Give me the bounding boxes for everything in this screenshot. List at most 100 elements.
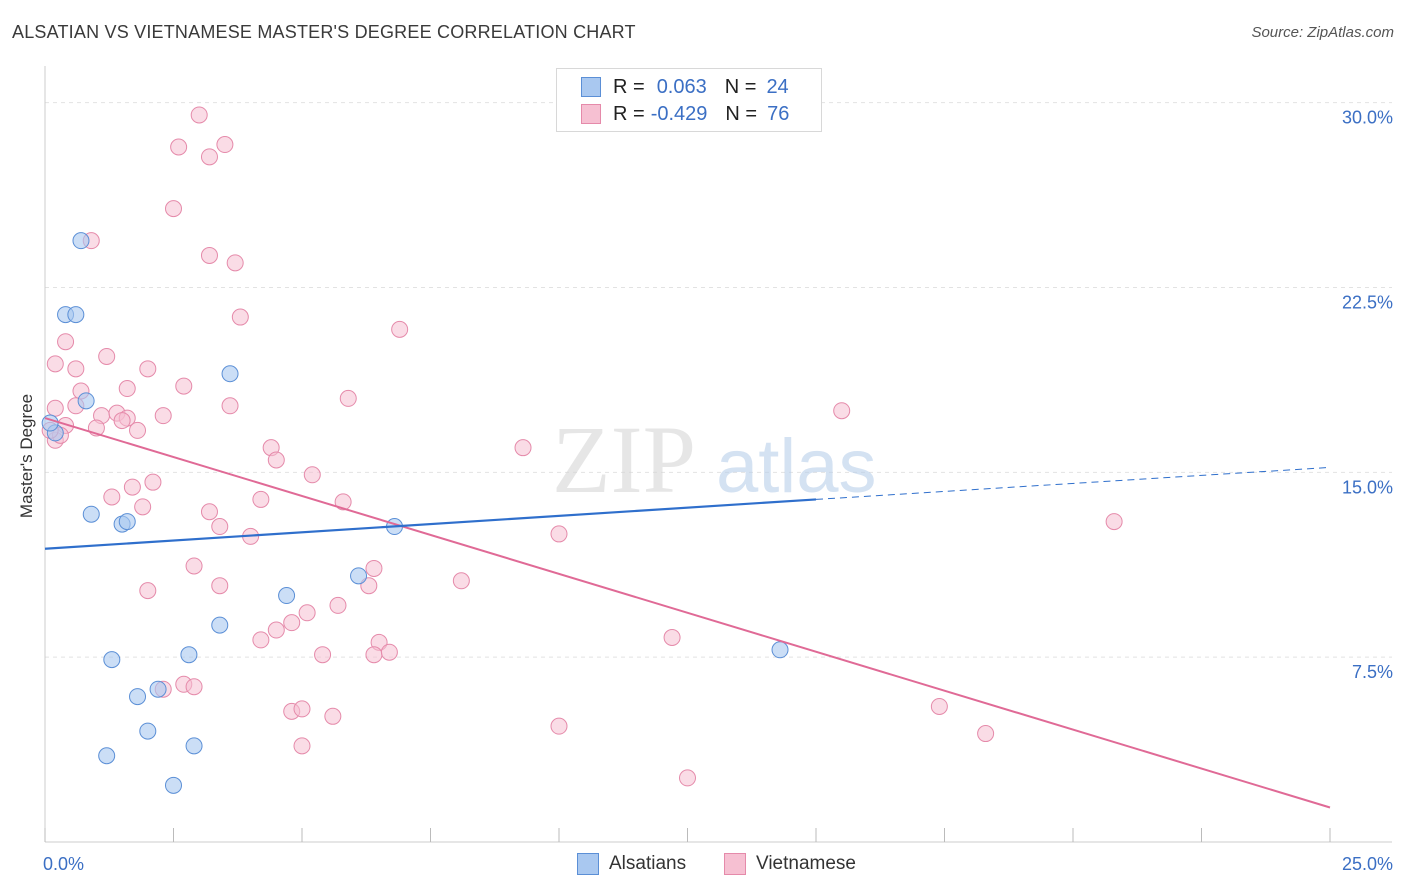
- alsatians-r-value: 0.063: [656, 75, 707, 98]
- alsatian-point: [77, 392, 95, 410]
- vietnamese-point: [190, 106, 208, 124]
- correlation-legend: R = 0.063 N = 24 R = -0.429 N = 76: [556, 68, 822, 132]
- alsatian-point: [278, 587, 296, 605]
- alsatian-point: [103, 651, 121, 669]
- vietnamese-legend-swatch: [724, 853, 746, 875]
- vietnamese-point: [129, 421, 147, 439]
- vietnamese-point: [283, 614, 301, 632]
- vietnamese-point: [46, 355, 64, 373]
- vietnamese-point: [303, 466, 321, 484]
- vietnamese-point: [391, 320, 409, 338]
- vietnamese-point: [1105, 513, 1123, 531]
- x-tick-label: 25.0%: [1342, 854, 1393, 874]
- vietnamese-point: [221, 397, 239, 415]
- axes: [44, 66, 1392, 843]
- vietnamese-point: [550, 717, 568, 735]
- vietnamese-point: [134, 498, 152, 516]
- vietnamese-point: [452, 572, 470, 590]
- vietnamese-trend-line: [44, 417, 1331, 809]
- vietnamese-point: [365, 559, 383, 577]
- alsatian-point: [180, 646, 198, 664]
- vietnamese-point: [339, 389, 357, 407]
- alsatian-point: [82, 505, 100, 523]
- y-tick-label: 7.5%: [1352, 662, 1393, 682]
- alsatians-legend-label: Alsatians: [609, 853, 687, 874]
- vietnamese-point: [550, 525, 568, 543]
- vietnamese-point: [67, 360, 85, 378]
- watermark-zip: ZIP: [552, 406, 696, 513]
- alsatian-point: [165, 776, 182, 794]
- vietnamese-point: [226, 254, 244, 272]
- vietnamese-point: [514, 439, 532, 457]
- vietnamese-point: [185, 557, 203, 575]
- vietnamese-point: [930, 697, 948, 715]
- vietnamese-point: [231, 308, 249, 326]
- vietnamese-point: [977, 725, 995, 743]
- vietnamese-point: [113, 412, 131, 430]
- legend-row-alsatians: R = 0.063 N = 24: [581, 74, 789, 100]
- vietnamese-point: [211, 577, 229, 595]
- alsatian-point: [72, 232, 90, 250]
- vietnamese-point: [154, 407, 172, 425]
- vietnamese-point: [139, 582, 157, 600]
- vietnamese-point: [298, 604, 316, 622]
- alsatian-point: [185, 737, 203, 755]
- chart-title: ALSATIAN VS VIETNAMESE MASTER'S DEGREE C…: [12, 22, 636, 42]
- vietnamese-point: [365, 646, 383, 664]
- alsatian-point: [771, 641, 789, 659]
- vietnamese-point: [139, 360, 157, 378]
- vietnamese-point: [314, 646, 332, 664]
- vietnamese-point: [216, 136, 234, 154]
- vietnamese-point: [324, 707, 342, 725]
- alsatian-point: [67, 306, 85, 324]
- y-tick-label: 22.5%: [1342, 292, 1393, 312]
- vietnamese-point: [293, 700, 311, 718]
- vietnamese-point: [252, 490, 270, 508]
- watermark-atlas: atlas: [716, 424, 877, 509]
- alsatian-point: [149, 680, 167, 698]
- vietnamese-point: [118, 380, 136, 398]
- alsatian-point: [350, 567, 368, 585]
- alsatian-point: [118, 513, 136, 531]
- alsatian-point: [221, 365, 239, 383]
- y-axis-label: Master's Degree: [17, 394, 36, 518]
- bottom-legend-vietnamese[interactable]: Vietnamese: [724, 852, 856, 876]
- vietnamese-point: [833, 402, 851, 420]
- alsatian-trend-line: [44, 498, 817, 550]
- vietnamese-point: [360, 577, 378, 595]
- alsatians-n-value: 24: [766, 75, 789, 98]
- r-label: R =: [613, 75, 645, 98]
- vietnamese-point: [123, 478, 141, 496]
- vietnamese-point: [46, 399, 64, 417]
- grid-lines: [45, 102, 1392, 658]
- watermark: ZIP atlas: [552, 406, 877, 513]
- vietnamese-point: [329, 596, 347, 614]
- y-tick-label: 15.0%: [1342, 477, 1393, 497]
- vietnamese-legend-label: Vietnamese: [756, 853, 856, 874]
- y-tick-label: 30.0%: [1342, 108, 1393, 128]
- vietnamese-point: [211, 518, 229, 536]
- alsatian-point: [41, 414, 59, 432]
- vietnamese-point: [293, 737, 311, 755]
- n-label: N =: [724, 75, 757, 98]
- r-label: R =: [613, 102, 645, 125]
- legend-row-vietnamese: R = -0.429 N = 76: [581, 101, 789, 127]
- alsatians-swatch: [581, 77, 601, 97]
- vietnamese-n-value: 76: [767, 102, 790, 125]
- source-credit: Source: ZipAtlas.com: [1251, 24, 1394, 41]
- alsatians-legend-swatch: [577, 853, 599, 875]
- vietnamese-point: [200, 148, 218, 166]
- vietnamese-point: [175, 377, 193, 395]
- trend-lines: [44, 417, 1331, 809]
- vietnamese-r-value: -0.429: [650, 102, 708, 125]
- alsatian-point: [129, 688, 147, 706]
- vietnamese-point: [663, 628, 681, 646]
- bottom-legend-alsatians[interactable]: Alsatians: [577, 852, 686, 876]
- vietnamese-point: [200, 246, 218, 264]
- alsatian-trend-extension: [815, 466, 1331, 500]
- vietnamese-swatch: [581, 104, 601, 124]
- vietnamese-point: [267, 451, 285, 469]
- vietnamese-point: [679, 769, 696, 787]
- vietnamese-point: [144, 473, 162, 491]
